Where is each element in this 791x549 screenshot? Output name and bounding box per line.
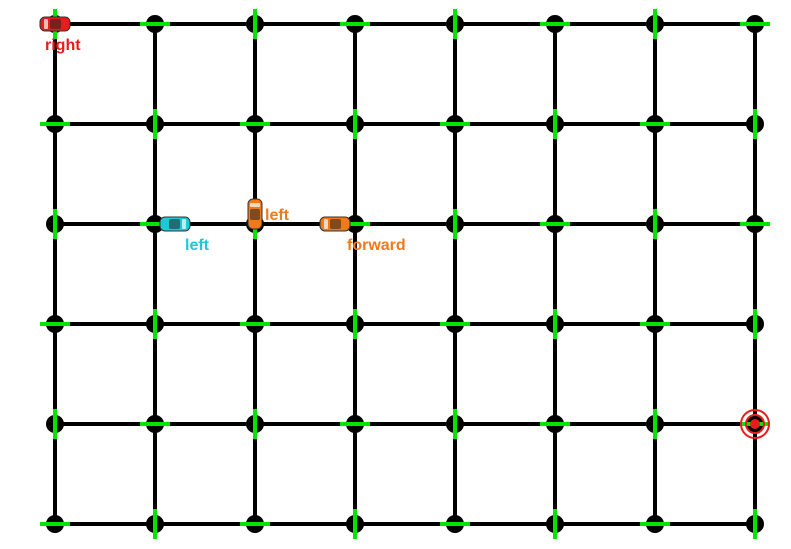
car-red-action-label: right <box>45 37 81 54</box>
car-cyan-icon <box>159 216 191 232</box>
car-windshield <box>182 219 186 229</box>
roads-layer <box>53 22 757 526</box>
car-windshield <box>44 19 48 29</box>
car-roof <box>50 19 61 29</box>
car-orange-1-action-label: left <box>265 207 290 224</box>
car-roof <box>330 219 341 229</box>
car-orange-2-icon <box>319 216 351 232</box>
car-labels-layer: right left left forward <box>45 37 406 254</box>
car-windshield <box>324 219 328 229</box>
car-cyan-action-label: left <box>185 237 210 254</box>
target-inner-ring <box>745 414 765 434</box>
car-orange-2-action-label: forward <box>347 237 406 254</box>
car-windshield <box>250 203 260 207</box>
destination-target-icon <box>740 409 770 439</box>
car-roof <box>169 219 180 229</box>
car-orange-1-icon <box>247 198 263 230</box>
target-center <box>750 419 760 429</box>
car-red-icon <box>39 16 71 32</box>
traffic-signals-layer <box>40 9 770 539</box>
intersections-layer <box>46 15 764 533</box>
cars-layer <box>39 16 351 232</box>
target-outer-ring <box>740 409 770 439</box>
car-roof <box>250 209 260 220</box>
